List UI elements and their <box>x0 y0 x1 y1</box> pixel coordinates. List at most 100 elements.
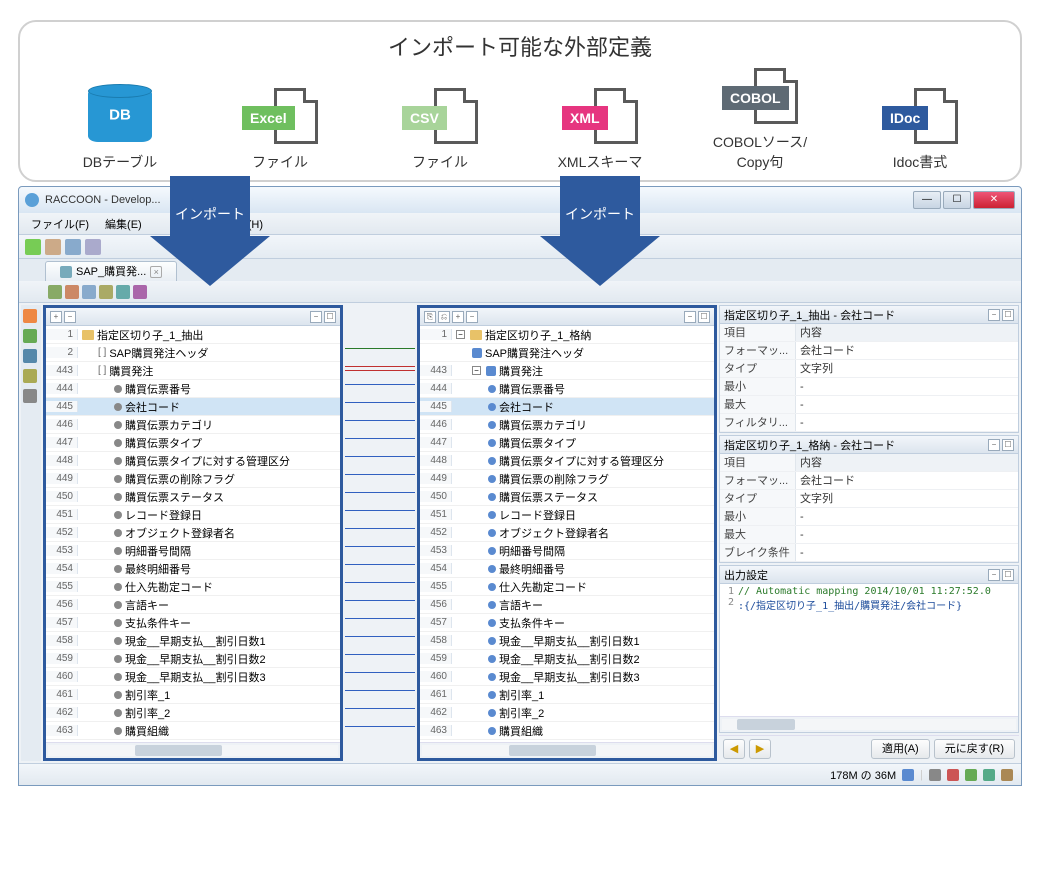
panel-minimize-icon[interactable]: − <box>988 569 1000 581</box>
toolbar-icon[interactable] <box>65 285 79 299</box>
tree-row[interactable]: 452オブジェクト登録者名 <box>420 524 714 542</box>
tree-row[interactable]: 463購買組織 <box>420 722 714 740</box>
tree-row[interactable]: 460現金__早期支払__割引日数3 <box>46 668 340 686</box>
tree-row[interactable]: 455仕入先勘定コード <box>420 578 714 596</box>
line-number: 1 <box>46 329 78 340</box>
tree-row[interactable]: 445会社コード <box>420 398 714 416</box>
tree-row[interactable]: 443−購買発注 <box>420 362 714 380</box>
panel-maximize-icon[interactable]: ☐ <box>1002 309 1014 321</box>
collapse-icon[interactable]: − <box>466 311 478 323</box>
expand-icon[interactable]: + <box>452 311 464 323</box>
tree-row[interactable]: 456言語キー <box>420 596 714 614</box>
tree-row[interactable]: 455仕入先勘定コード <box>46 578 340 596</box>
tree-row[interactable]: 446購買伝票カテゴリ <box>420 416 714 434</box>
mapping-line <box>345 690 415 691</box>
collapse-icon[interactable]: − <box>456 330 465 339</box>
tree-row[interactable]: 451レコード登録日 <box>420 506 714 524</box>
side-icon[interactable] <box>23 329 37 343</box>
tree-row[interactable]: 459現金__早期支払__割引日数2 <box>420 650 714 668</box>
toolbar-icon[interactable] <box>116 285 130 299</box>
tree-row[interactable]: 453明細番号間隔 <box>46 542 340 560</box>
back-button[interactable]: ◀ <box>723 739 745 759</box>
tree-row[interactable]: 458現金__早期支払__割引日数1 <box>46 632 340 650</box>
minimize-button[interactable]: — <box>913 191 941 209</box>
panel-maximize-icon[interactable]: ☐ <box>698 311 710 323</box>
horizontal-scrollbar[interactable] <box>46 742 340 758</box>
tree-row[interactable]: 451レコード登録日 <box>46 506 340 524</box>
tree-row[interactable]: 2[ ]SAP購買発注ヘッダ <box>46 344 340 362</box>
horizontal-scrollbar[interactable] <box>420 742 714 758</box>
tree-row[interactable]: 1指定区切り子_1_抽出 <box>46 326 340 344</box>
panel-maximize-icon[interactable]: ☐ <box>1002 439 1014 451</box>
tree-row[interactable]: 462割引率_2 <box>420 704 714 722</box>
tree-row[interactable]: 462割引率_2 <box>46 704 340 722</box>
tree-row[interactable]: 447購買伝票タイプ <box>46 434 340 452</box>
toolbar-icon[interactable] <box>99 285 113 299</box>
tree-row[interactable]: 454最終明細番号 <box>420 560 714 578</box>
tree-row[interactable]: 453明細番号間隔 <box>420 542 714 560</box>
tree-row[interactable]: 450購買伝票ステータス <box>420 488 714 506</box>
tree-row[interactable]: 456言語キー <box>46 596 340 614</box>
panel-minimize-icon[interactable]: − <box>988 439 1000 451</box>
add-icon[interactable] <box>25 239 41 255</box>
save-icon[interactable] <box>45 239 61 255</box>
status-icon[interactable] <box>965 769 977 781</box>
toolbar-icon[interactable] <box>82 285 96 299</box>
panel-maximize-icon[interactable]: ☐ <box>1002 569 1014 581</box>
tree-row[interactable]: 443[ ]購買発注 <box>46 362 340 380</box>
tree-row[interactable]: 444購買伝票番号 <box>46 380 340 398</box>
tree-row[interactable]: 1−指定区切り子_1_格納 <box>420 326 714 344</box>
status-icon[interactable] <box>947 769 959 781</box>
tree-row[interactable]: SAP購買発注ヘッダ <box>420 344 714 362</box>
tree-row[interactable]: 459現金__早期支払__割引日数2 <box>46 650 340 668</box>
tree-row[interactable]: 447購買伝票タイプ <box>420 434 714 452</box>
maximize-button[interactable]: ☐ <box>943 191 971 209</box>
collapse-icon[interactable]: − <box>472 366 481 375</box>
collapse-icon[interactable]: − <box>64 311 76 323</box>
toolbar-icon[interactable] <box>133 285 147 299</box>
toolbar-icon[interactable] <box>85 239 101 255</box>
menu-item[interactable]: 編集(E) <box>99 216 148 232</box>
tree-row[interactable]: 457支払条件キー <box>420 614 714 632</box>
tree-icon[interactable]: ⎘ <box>424 311 436 323</box>
panel-minimize-icon[interactable]: − <box>684 311 696 323</box>
panel-minimize-icon[interactable]: − <box>988 309 1000 321</box>
tree-row[interactable]: 450購買伝票ステータス <box>46 488 340 506</box>
tree-row[interactable]: 452オブジェクト登録者名 <box>46 524 340 542</box>
trash-icon[interactable] <box>902 769 914 781</box>
tree-row[interactable]: 444購買伝票番号 <box>420 380 714 398</box>
tree-row[interactable]: 460現金__早期支払__割引日数3 <box>420 668 714 686</box>
panel-minimize-icon[interactable]: − <box>310 311 322 323</box>
tree-row[interactable]: 449購買伝票の削除フラグ <box>46 470 340 488</box>
status-icon[interactable] <box>929 769 941 781</box>
menu-item[interactable]: ファイル(F) <box>25 216 95 232</box>
tree-row[interactable]: 463購買組織 <box>46 722 340 740</box>
forward-button[interactable]: ▶ <box>749 739 771 759</box>
horizontal-scrollbar[interactable] <box>720 716 1018 732</box>
tree-row[interactable]: 454最終明細番号 <box>46 560 340 578</box>
code-editor[interactable]: 1// Automatic mapping 2014/10/01 11:27:5… <box>720 584 1018 716</box>
close-button[interactable]: ✕ <box>973 191 1015 209</box>
apply-button[interactable]: 適用(A) <box>871 739 930 759</box>
status-icon[interactable] <box>1001 769 1013 781</box>
tree-row[interactable]: 448購買伝票タイプに対する管理区分 <box>420 452 714 470</box>
tree-row[interactable]: 461割引率_1 <box>420 686 714 704</box>
status-icon[interactable] <box>983 769 995 781</box>
toolbar-icon[interactable] <box>48 285 62 299</box>
toolbar-icon[interactable] <box>65 239 81 255</box>
side-icon[interactable] <box>23 369 37 383</box>
tree-row[interactable]: 461割引率_1 <box>46 686 340 704</box>
side-icon[interactable] <box>23 389 37 403</box>
tree-row[interactable]: 446購買伝票カテゴリ <box>46 416 340 434</box>
tree-icon[interactable]: ⎌ <box>438 311 450 323</box>
tree-row[interactable]: 448購買伝票タイプに対する管理区分 <box>46 452 340 470</box>
tree-row[interactable]: 449購買伝票の削除フラグ <box>420 470 714 488</box>
revert-button[interactable]: 元に戻す(R) <box>934 739 1015 759</box>
tree-row[interactable]: 458現金__早期支払__割引日数1 <box>420 632 714 650</box>
panel-maximize-icon[interactable]: ☐ <box>324 311 336 323</box>
expand-icon[interactable]: + <box>50 311 62 323</box>
tree-row[interactable]: 445会社コード <box>46 398 340 416</box>
side-icon[interactable] <box>23 349 37 363</box>
tree-row[interactable]: 457支払条件キー <box>46 614 340 632</box>
side-icon[interactable] <box>23 309 37 323</box>
